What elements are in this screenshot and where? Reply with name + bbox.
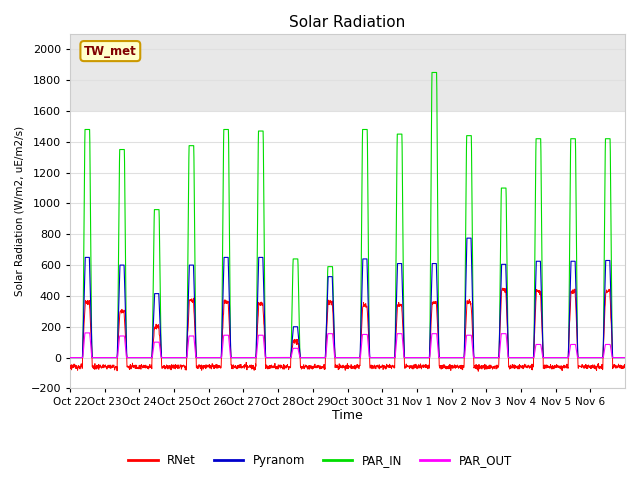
Line: Pyranom: Pyranom (70, 238, 625, 358)
Pyranom (67, 355, 74, 360)
RNet (621, 364, 629, 370)
Pyranom (122, 310, 129, 316)
PAR_OUT (122, 347, 129, 353)
PAR_OUT (381, 355, 389, 360)
PAR_OUT (81, 330, 89, 336)
RNet (122, 335, 129, 340)
RNet (67, 365, 74, 371)
PAR_OUT (614, 355, 621, 360)
Pyranom (241, 355, 249, 360)
Pyranom (463, 235, 471, 241)
Legend: RNet, Pyranom, PAR_IN, PAR_OUT: RNet, Pyranom, PAR_IN, PAR_OUT (124, 449, 516, 472)
PAR_IN (67, 355, 74, 360)
PAR_OUT (546, 355, 554, 360)
RNet (515, 366, 523, 372)
PAR_OUT (242, 355, 250, 360)
Pyranom (546, 355, 554, 360)
PAR_IN (621, 355, 629, 360)
Pyranom (614, 355, 621, 360)
PAR_IN (122, 255, 129, 261)
RNet (381, 363, 388, 369)
RNet (547, 363, 554, 369)
PAR_IN (614, 355, 621, 360)
Line: PAR_IN: PAR_IN (70, 72, 625, 358)
X-axis label: Time: Time (332, 409, 363, 422)
PAR_IN (515, 355, 523, 360)
PAR_IN (381, 355, 388, 360)
Line: RNet: RNet (70, 288, 625, 371)
Bar (70, 34, 625, 111)
Text: TW_met: TW_met (84, 45, 137, 58)
Title: Solar Radiation: Solar Radiation (289, 15, 406, 30)
RNet (241, 363, 249, 369)
Pyranom (621, 355, 629, 360)
RNet (499, 285, 506, 291)
Pyranom (515, 355, 523, 360)
PAR_IN (241, 355, 249, 360)
PAR_OUT (515, 355, 523, 360)
Pyranom (381, 355, 388, 360)
PAR_OUT (621, 355, 629, 360)
Y-axis label: Solar Radiation (W/m2, uE/m2/s): Solar Radiation (W/m2, uE/m2/s) (15, 126, 25, 296)
RNet (614, 364, 621, 370)
RNet (474, 368, 482, 374)
PAR_OUT (67, 355, 74, 360)
PAR_IN (546, 355, 554, 360)
PAR_IN (428, 70, 436, 75)
Line: PAR_OUT: PAR_OUT (70, 333, 625, 358)
